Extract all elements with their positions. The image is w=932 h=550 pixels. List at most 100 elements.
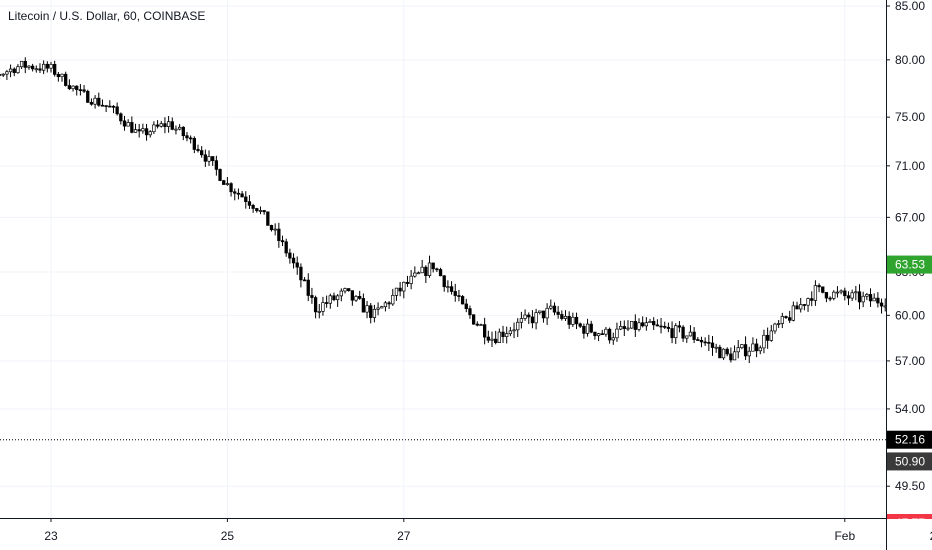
- y-tick-label: 57.00: [895, 354, 925, 368]
- candle-body: [53, 63, 57, 75]
- candle-body: [567, 315, 571, 325]
- candle-body: [843, 290, 847, 297]
- candle-body: [765, 334, 770, 341]
- y-axis-ticks: 85.0080.0075.0071.0067.0063.0060.0057.00…: [886, 0, 925, 493]
- candle-body: [530, 316, 535, 324]
- candle-body: [519, 318, 524, 323]
- candle-body: [273, 228, 277, 231]
- y-tick-label: 71.00: [895, 159, 925, 173]
- candle-body: [427, 262, 432, 276]
- candle-body: [398, 287, 402, 292]
- candle-body: [255, 208, 259, 212]
- candle-body: [75, 85, 79, 91]
- candle-body: [512, 329, 516, 332]
- candle-body: [545, 307, 549, 319]
- candle-body: [12, 68, 16, 74]
- candle-body: [291, 257, 296, 264]
- candle-body: [725, 348, 729, 355]
- candle-body: [236, 192, 241, 195]
- target-price-tag: 63.53: [887, 255, 932, 274]
- candle-body: [791, 305, 795, 321]
- candle-body: [306, 279, 310, 296]
- candle-body: [299, 266, 303, 281]
- candle-body: [688, 331, 693, 337]
- candle-body: [383, 302, 388, 308]
- candle-body: [23, 60, 27, 68]
- candle-body: [729, 353, 733, 361]
- candle-body: [483, 324, 487, 338]
- candle-body: [563, 315, 568, 319]
- candle-body: [773, 323, 777, 332]
- candle-body: [865, 294, 869, 297]
- candle-body: [435, 268, 439, 271]
- candle-body: [200, 150, 204, 156]
- candle-body: [718, 346, 722, 359]
- candle-body: [692, 331, 696, 340]
- x-tick-label: 2: [930, 529, 932, 543]
- candle-body: [758, 347, 762, 352]
- target-price-tag-label: 63.53: [895, 258, 925, 272]
- candle-body: [240, 193, 244, 198]
- candle-body: [192, 138, 196, 150]
- candle-body: [288, 252, 292, 259]
- candle-body: [89, 102, 94, 105]
- candle-body: [714, 346, 718, 349]
- candle-body: [839, 290, 843, 293]
- candle-body: [358, 296, 362, 299]
- x-axis-ticks: 232527Feb24681012: [44, 518, 932, 543]
- candle-body: [244, 196, 248, 202]
- candle-body: [181, 126, 185, 137]
- candle-body: [813, 285, 818, 301]
- candle-body: [78, 89, 83, 92]
- candle-body: [155, 124, 160, 127]
- candle-body: [104, 105, 108, 107]
- candle-body: [743, 344, 748, 357]
- candle-body: [86, 90, 90, 103]
- stop-price-tag: 47.77: [887, 514, 932, 519]
- candle-body: [732, 351, 737, 361]
- candle-body: [751, 343, 755, 352]
- candle-body: [721, 348, 726, 359]
- candle-body: [284, 241, 288, 254]
- y-tick-label: 75.00: [895, 110, 925, 124]
- candle-body: [16, 66, 20, 74]
- candle-body: [336, 295, 340, 301]
- candle-body: [122, 120, 127, 127]
- candle-body: [585, 323, 590, 334]
- candle-body: [409, 275, 413, 284]
- candle-body: [538, 310, 542, 313]
- candle-body: [861, 295, 865, 303]
- candle-body: [556, 311, 560, 315]
- candle-body: [850, 292, 854, 299]
- candle-body: [64, 73, 68, 86]
- candle-body: [747, 350, 751, 357]
- candle-body: [211, 156, 215, 162]
- candle-body: [835, 291, 840, 294]
- candle-body: [799, 304, 803, 310]
- candle-body: [618, 326, 623, 330]
- candle-body: [703, 341, 707, 344]
- candle-body: [332, 295, 336, 301]
- candle-body: [41, 63, 46, 71]
- candle-body: [266, 211, 270, 226]
- candle-body: [670, 328, 674, 339]
- candle-body: [552, 305, 557, 313]
- candle-body: [460, 296, 465, 305]
- candle-body: [416, 272, 421, 275]
- candle-body: [391, 294, 395, 305]
- candle-body: [100, 104, 105, 107]
- candle-body: [148, 131, 152, 136]
- candle-body: [82, 89, 86, 92]
- candle-body: [442, 275, 446, 288]
- candle-body: [163, 123, 167, 127]
- candle-body: [523, 314, 527, 319]
- candle-body: [38, 68, 42, 71]
- candle-body: [354, 296, 358, 301]
- candle-body: [174, 128, 178, 131]
- candle-body: [233, 191, 237, 194]
- candle-body: [872, 297, 876, 302]
- entry-price-tag-bg: [887, 452, 932, 471]
- candle-body: [126, 122, 130, 127]
- candle-body: [707, 341, 711, 344]
